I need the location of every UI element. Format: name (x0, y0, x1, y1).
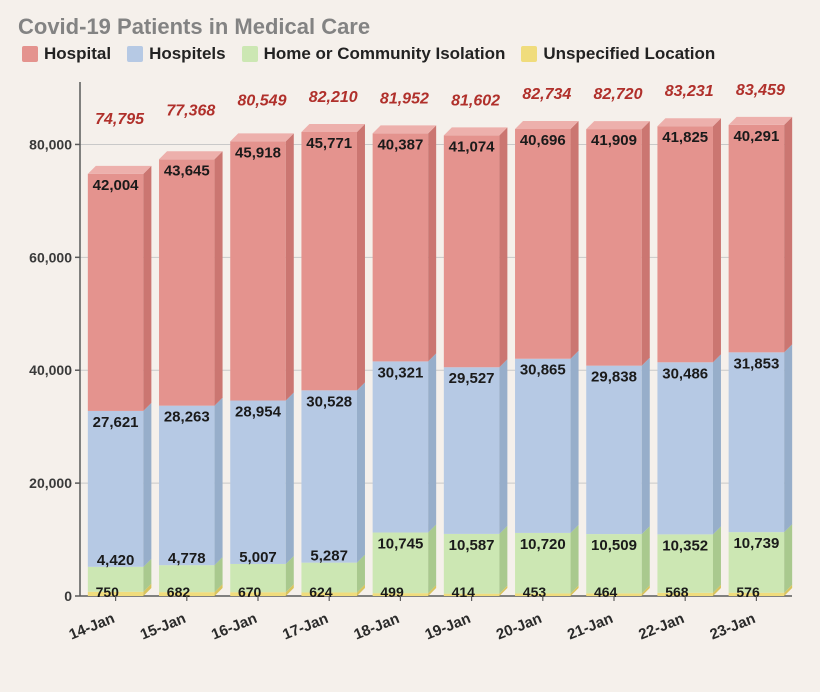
svg-text:23-Jan: 23-Jan (707, 610, 757, 644)
svg-text:40,291: 40,291 (733, 128, 779, 145)
svg-text:10,739: 10,739 (733, 535, 779, 552)
svg-text:29,527: 29,527 (449, 370, 495, 387)
chart-title: Covid-19 Patients in Medical Care (18, 14, 802, 40)
svg-text:60,000: 60,000 (29, 249, 72, 265)
legend-swatch (242, 46, 258, 62)
svg-text:10,352: 10,352 (662, 537, 708, 554)
svg-text:21-Jan: 21-Jan (565, 610, 615, 644)
svg-text:14-Jan: 14-Jan (67, 610, 117, 644)
svg-text:16-Jan: 16-Jan (209, 610, 259, 644)
legend-swatch (22, 46, 38, 62)
svg-text:10,509: 10,509 (591, 537, 637, 554)
svg-text:40,696: 40,696 (520, 132, 566, 149)
svg-text:42,004: 42,004 (93, 177, 140, 194)
legend-swatch (127, 46, 143, 62)
svg-text:83,459: 83,459 (736, 82, 785, 99)
legend-label: Home or Community Isolation (264, 44, 506, 64)
svg-text:27,621: 27,621 (93, 414, 139, 431)
svg-text:80,000: 80,000 (29, 136, 72, 152)
svg-text:40,000: 40,000 (29, 362, 72, 378)
svg-text:45,771: 45,771 (306, 135, 352, 152)
svg-text:30,865: 30,865 (520, 362, 566, 379)
svg-text:74,795: 74,795 (95, 111, 145, 128)
svg-text:4,778: 4,778 (168, 550, 206, 567)
svg-text:22-Jan: 22-Jan (636, 610, 686, 644)
svg-text:80,549: 80,549 (238, 92, 287, 109)
svg-text:81,602: 81,602 (451, 92, 500, 109)
legend-label: Unspecified Location (543, 44, 715, 64)
svg-text:81,952: 81,952 (380, 90, 429, 107)
svg-text:82,210: 82,210 (309, 89, 358, 106)
svg-text:45,918: 45,918 (235, 144, 281, 161)
svg-text:41,074: 41,074 (449, 138, 496, 155)
legend-item: Home or Community Isolation (238, 44, 506, 64)
legend: Hospital Hospitels Home or Community Isola… (18, 44, 802, 64)
svg-text:15-Jan: 15-Jan (138, 610, 188, 644)
svg-text:41,909: 41,909 (591, 132, 637, 149)
svg-text:10,587: 10,587 (449, 537, 495, 554)
svg-text:10,720: 10,720 (520, 536, 566, 553)
plot-area: 020,00040,00060,00080,0007504,42027,6214… (18, 68, 802, 650)
svg-text:83,231: 83,231 (665, 83, 714, 100)
legend-swatch (521, 46, 537, 62)
svg-text:4,420: 4,420 (97, 552, 135, 569)
svg-text:5,007: 5,007 (239, 549, 277, 566)
legend-label: Hospital (44, 44, 111, 64)
legend-label: Hospitels (149, 44, 226, 64)
legend-item: Hospital (18, 44, 111, 64)
svg-text:17-Jan: 17-Jan (280, 610, 330, 644)
svg-text:5,287: 5,287 (310, 548, 348, 565)
legend-item: Hospitels (123, 44, 226, 64)
svg-text:28,954: 28,954 (235, 404, 282, 421)
svg-text:30,321: 30,321 (377, 364, 423, 381)
svg-text:40,387: 40,387 (377, 136, 423, 153)
svg-text:43,645: 43,645 (164, 162, 210, 179)
svg-text:19-Jan: 19-Jan (423, 610, 473, 644)
svg-text:29,838: 29,838 (591, 369, 637, 386)
svg-text:10,745: 10,745 (377, 536, 423, 553)
svg-text:31,853: 31,853 (733, 355, 779, 372)
svg-text:82,720: 82,720 (594, 86, 643, 103)
svg-text:30,486: 30,486 (662, 365, 708, 382)
svg-text:20,000: 20,000 (29, 475, 72, 491)
svg-text:77,368: 77,368 (166, 102, 215, 119)
svg-text:82,734: 82,734 (522, 86, 571, 103)
svg-text:20-Jan: 20-Jan (494, 610, 544, 644)
svg-text:18-Jan: 18-Jan (351, 610, 401, 644)
chart-svg: 020,00040,00060,00080,0007504,42027,6214… (18, 68, 802, 650)
svg-text:41,825: 41,825 (662, 129, 708, 146)
svg-text:28,263: 28,263 (164, 409, 210, 426)
svg-text:30,528: 30,528 (306, 393, 352, 410)
legend-item: Unspecified Location (517, 44, 715, 64)
svg-text:0: 0 (64, 588, 72, 604)
